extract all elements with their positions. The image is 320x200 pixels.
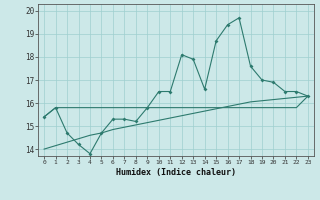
- X-axis label: Humidex (Indice chaleur): Humidex (Indice chaleur): [116, 168, 236, 177]
